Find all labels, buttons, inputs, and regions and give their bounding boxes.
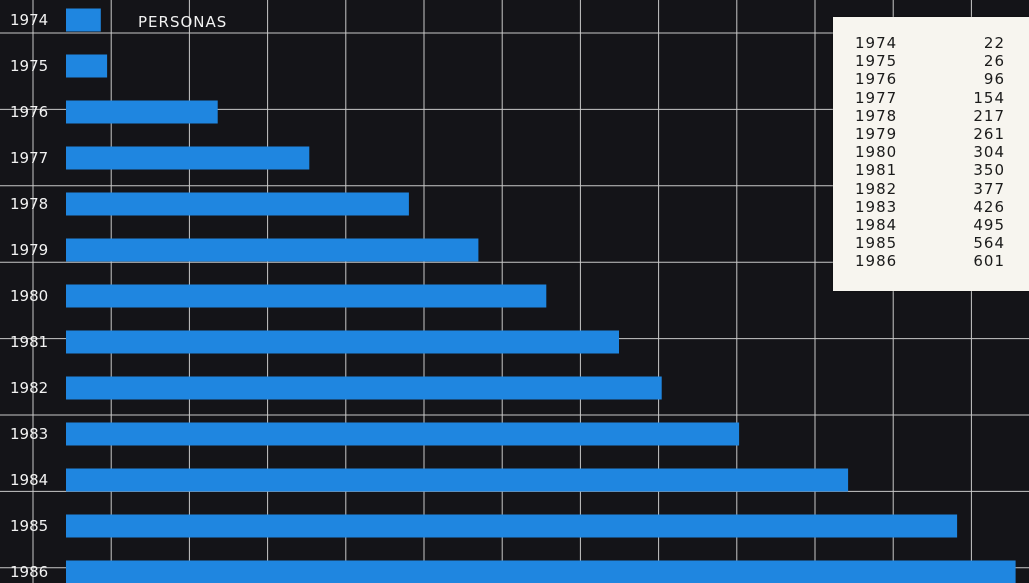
table-year: 1980 <box>855 143 898 162</box>
table-row: 1977 154 <box>855 89 1005 107</box>
table-value: 96 <box>983 70 1005 89</box>
year-label-1974: 1974 <box>10 11 48 29</box>
year-label-1985: 1985 <box>10 517 48 535</box>
year-labels: 1974 1975 1976 1977 1978 1979 1980 1981 1982 1983… <box>10 11 48 581</box>
year-label-1980: 1980 <box>10 287 48 305</box>
year-label-1983: 1983 <box>10 425 48 443</box>
bar-1981 <box>66 330 619 354</box>
table-year: 1981 <box>855 161 898 180</box>
table-row: 1976 96 <box>855 70 1005 88</box>
table-value: 26 <box>983 52 1005 71</box>
table-year: 1974 <box>855 34 898 52</box>
table-value: 304 <box>973 143 1005 162</box>
table-row: 1986 601 <box>855 252 1005 270</box>
year-label-1982: 1982 <box>10 379 48 397</box>
bar-1977 <box>66 146 310 170</box>
year-label-1977: 1977 <box>10 149 48 167</box>
year-label-1981: 1981 <box>10 333 48 351</box>
bar-1982 <box>66 376 662 400</box>
table-row: 1978 217 <box>855 107 1005 125</box>
table-year: 1983 <box>855 197 898 216</box>
table-year: 1985 <box>855 234 898 253</box>
table-year: 1976 <box>855 70 898 89</box>
table-value: 217 <box>973 106 1005 125</box>
table-value: 22 <box>983 34 1005 52</box>
table-value: 377 <box>973 179 1005 198</box>
table-year: 1984 <box>855 216 898 234</box>
table-value: 601 <box>973 252 1005 271</box>
year-label-1976: 1976 <box>10 103 48 121</box>
table-row: 1975 26 <box>855 52 1005 70</box>
table-row: 1980 304 <box>855 143 1005 161</box>
bar-1984 <box>66 468 849 492</box>
table-value: 495 <box>973 216 1005 234</box>
table-row: 1974 22 <box>855 34 1005 52</box>
table-year: 1978 <box>855 106 898 125</box>
table-row: 1984 495 <box>855 216 1005 234</box>
bar-1979 <box>66 238 479 262</box>
year-label-1984: 1984 <box>10 471 48 489</box>
table-year: 1977 <box>855 88 898 107</box>
data-table-card: 1974 22 1975 26 1976 96 1977 154 1978 217 1979 261 1… <box>833 17 1029 291</box>
bar-1983 <box>66 422 740 446</box>
bar-1980 <box>66 284 547 308</box>
table-row: 1985 564 <box>855 234 1005 252</box>
year-label-1978: 1978 <box>10 195 48 213</box>
bar-1974 <box>66 8 101 32</box>
year-label-1975: 1975 <box>10 57 48 75</box>
table-row: 1981 350 <box>855 161 1005 179</box>
bar-1986 <box>66 560 1016 583</box>
table-year: 1982 <box>855 179 898 198</box>
table-row: 1979 261 <box>855 125 1005 143</box>
bar-1985 <box>66 514 958 538</box>
table-value: 261 <box>973 125 1005 143</box>
unit-label: PERSONAS <box>138 13 227 31</box>
bar-1976 <box>66 100 218 124</box>
year-label-1979: 1979 <box>10 241 48 259</box>
table-year: 1975 <box>855 52 898 71</box>
bar-1978 <box>66 192 409 216</box>
table-year: 1979 <box>855 125 898 143</box>
table-row: 1983 426 <box>855 198 1005 216</box>
table-year: 1986 <box>855 252 898 271</box>
bars <box>66 8 1016 583</box>
table-row: 1982 377 <box>855 180 1005 198</box>
year-label-1986: 1986 <box>10 563 48 581</box>
bar-1975 <box>66 54 108 78</box>
table-value: 350 <box>973 161 1005 180</box>
table-value: 154 <box>973 88 1005 107</box>
table-value: 426 <box>973 197 1005 216</box>
table-value: 564 <box>973 234 1005 253</box>
